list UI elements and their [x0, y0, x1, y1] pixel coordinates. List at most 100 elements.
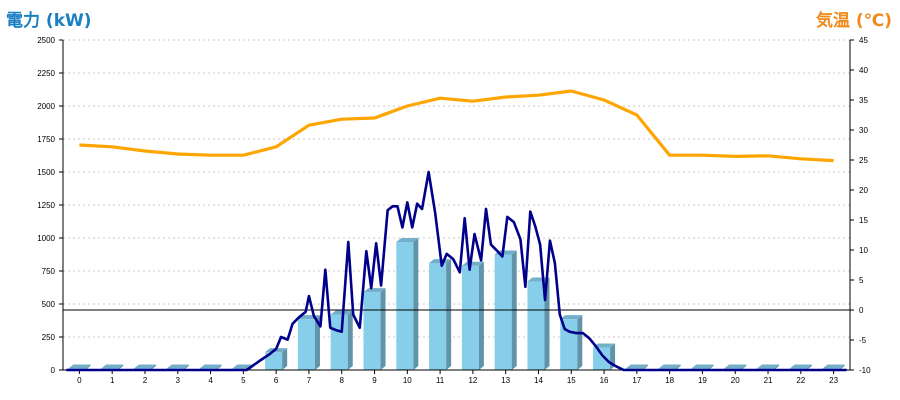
power-bar-top — [724, 364, 747, 369]
power-bar-side — [741, 364, 747, 370]
power-bar-side — [216, 364, 222, 370]
power-bar — [396, 241, 414, 370]
power-bar — [297, 319, 315, 370]
x-tick-label: 23 — [829, 376, 838, 385]
y-left-tick-label: 0 — [51, 366, 56, 375]
x-tick-label: 5 — [241, 376, 246, 385]
y-left-tick-label: 250 — [42, 333, 56, 342]
power-bar-side — [577, 315, 583, 370]
power-bar-side — [183, 364, 189, 370]
power-bar-side — [347, 310, 353, 370]
x-tick-label: 9 — [372, 376, 377, 385]
y-right-tick-label: -5 — [859, 336, 867, 345]
y-right-tick-label: 35 — [859, 96, 868, 105]
y-left-tick-label: 2500 — [37, 36, 55, 45]
x-tick-label: 8 — [340, 376, 345, 385]
power-bar — [494, 254, 512, 370]
x-tick-label: 7 — [307, 376, 312, 385]
y-right-tick-label: 40 — [859, 66, 868, 75]
x-tick-label: 19 — [698, 376, 707, 385]
x-tick-label: 3 — [176, 376, 181, 385]
x-tick-label: 6 — [274, 376, 279, 385]
power-bar-top — [363, 288, 386, 293]
power-bar-side — [314, 315, 320, 370]
x-tick-label: 10 — [403, 376, 412, 385]
y-left-tick-label: 1250 — [37, 201, 55, 210]
y-right-tick-label: 20 — [859, 186, 868, 195]
power-bar-top — [461, 261, 484, 266]
y-right-tick-label: 30 — [859, 126, 868, 135]
power-bar-top — [625, 364, 648, 369]
right-axis-title: 気温 (℃) — [815, 11, 892, 31]
y-left-tick-label: 2000 — [37, 102, 55, 111]
y-right-tick-label: 5 — [859, 276, 864, 285]
power-bar-top — [658, 364, 681, 369]
x-tick-label: 14 — [534, 376, 543, 385]
y-left-tick-label: 500 — [42, 300, 56, 309]
left-axis-title: 電力 (kW) — [6, 11, 92, 31]
power-bar-side — [839, 364, 845, 370]
power-bar-top — [68, 364, 91, 369]
power-bar — [265, 352, 283, 370]
power-bar-top — [133, 364, 157, 369]
power-bar — [429, 263, 447, 370]
x-tick-label: 15 — [567, 376, 576, 385]
y-left-tick-label: 1000 — [37, 234, 55, 243]
y-right-tick-label: -10 — [859, 366, 871, 375]
power-bar-top — [593, 343, 616, 348]
power-bar-top — [199, 364, 222, 369]
power-bar-top — [822, 364, 845, 369]
x-tick-label: 2 — [143, 376, 148, 385]
power-bar-top — [560, 315, 583, 320]
x-tick-label: 22 — [796, 376, 805, 385]
x-tick-label: 0 — [77, 376, 82, 385]
power-bar-side — [708, 364, 714, 370]
power-bar-side — [642, 364, 648, 370]
power-bar-side — [380, 288, 386, 370]
power-bar-side — [413, 237, 419, 370]
y-left-tick-label: 750 — [42, 267, 56, 276]
x-tick-label: 11 — [436, 376, 445, 385]
y-right-tick-label: 15 — [859, 216, 868, 225]
y-left-tick-label: 1500 — [37, 168, 55, 177]
power-bar-side — [118, 364, 124, 370]
power-bar-top — [330, 310, 353, 315]
x-tick-label: 18 — [665, 376, 674, 385]
power-bar-top — [396, 237, 419, 242]
y-right-tick-label: 10 — [859, 246, 868, 255]
power-bar-side — [282, 348, 288, 370]
power-line — [66, 170, 847, 372]
y-left-tick-label: 1750 — [37, 135, 55, 144]
y-right-tick-label: 25 — [859, 156, 868, 165]
power-bar — [330, 314, 348, 370]
power-bar-top — [691, 364, 714, 369]
x-tick-label: 16 — [600, 376, 609, 385]
power-bar-side — [151, 364, 157, 370]
power-bar — [593, 347, 611, 370]
x-tick-label: 12 — [468, 376, 477, 385]
x-tick-label: 20 — [731, 376, 740, 385]
power-bar — [363, 292, 381, 370]
power-bar-top — [756, 364, 780, 369]
power-bar-top — [166, 364, 189, 369]
power-bar-top — [101, 364, 124, 369]
power-bar — [527, 281, 545, 370]
y-right-tick-label: 45 — [859, 36, 868, 45]
power-bar-side — [675, 364, 681, 370]
power-bar-side — [85, 364, 91, 370]
power-bar-side — [478, 261, 484, 370]
power-bar-side — [446, 259, 452, 370]
x-tick-label: 21 — [764, 376, 773, 385]
power-bar-side — [806, 364, 812, 370]
temperature-line — [79, 89, 834, 163]
power-bar — [461, 265, 479, 370]
x-tick-label: 13 — [501, 376, 510, 385]
x-tick-label: 1 — [110, 376, 115, 385]
power-bar-top — [789, 364, 812, 369]
y-left-tick-label: 2250 — [37, 69, 55, 78]
x-tick-label: 4 — [208, 376, 213, 385]
x-tick-label: 17 — [632, 376, 641, 385]
power-bar-side — [774, 364, 780, 370]
y-right-tick-label: 0 — [859, 306, 864, 315]
